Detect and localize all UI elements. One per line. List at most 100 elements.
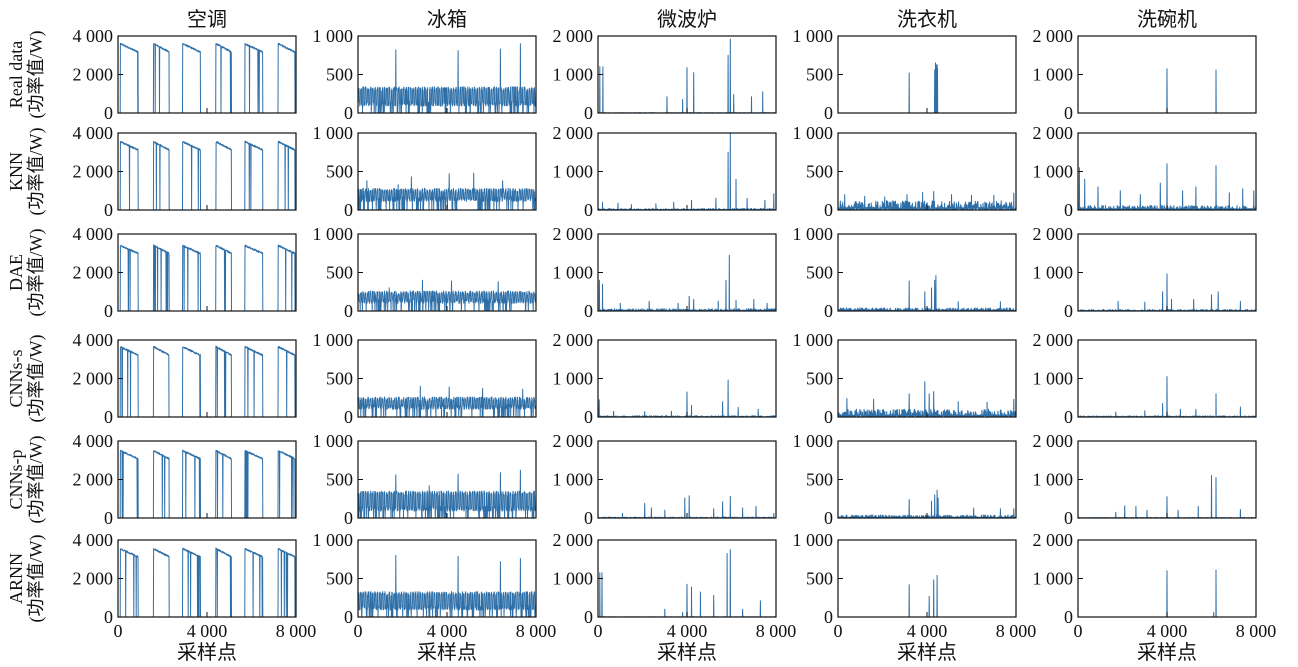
plot-frame bbox=[597, 233, 777, 312]
subplot-ac_arnn: 0 2 000 4 000 0 4 000 8 000 采样点 bbox=[73, 530, 317, 664]
y-tick-label: 500 bbox=[326, 369, 353, 389]
y-tick-label: 500 bbox=[806, 569, 833, 589]
subplot-fridge_dae: 0 500 1 000 bbox=[313, 224, 537, 321]
series-line bbox=[597, 254, 777, 312]
subplot-fridge_arnn: 0 500 1 000 0 4 000 8 000 采样点 bbox=[313, 530, 557, 664]
x-tick-label: 0 bbox=[1074, 621, 1083, 641]
y-tick-label: 4 000 bbox=[73, 530, 114, 550]
plot-frame bbox=[117, 539, 297, 618]
subplot-micro_dae: 0 1 000 2 000 bbox=[553, 224, 777, 321]
subplot-washer_dae: 0 500 1 000 bbox=[793, 224, 1017, 321]
plot-frame bbox=[117, 233, 297, 312]
y-tick-label: 0 bbox=[1064, 103, 1073, 123]
subplot-fridge_knn: 0 500 1 000 bbox=[313, 123, 537, 220]
y-tick-label: 500 bbox=[806, 263, 833, 283]
method-label: CNNs-s bbox=[6, 349, 26, 407]
y-tick-label: 1 000 bbox=[313, 123, 354, 143]
y-tick-label: 4 000 bbox=[73, 224, 114, 244]
y-tick-label: 2 000 bbox=[553, 431, 594, 451]
method-label: DAE bbox=[6, 254, 26, 291]
y-tick-label: 2 000 bbox=[73, 569, 114, 589]
subplot-micro_arnn: 0 1 000 2 000 0 4 000 8 000 采样点 bbox=[553, 530, 797, 664]
x-tick-label: 8 000 bbox=[276, 621, 317, 641]
y-tick-label: 0 bbox=[1064, 301, 1073, 321]
y-tick-label: 500 bbox=[326, 569, 353, 589]
method-label: ARNN bbox=[6, 553, 26, 604]
y-tick-label: 0 bbox=[104, 508, 113, 528]
subplot-dish_knn: 0 1 000 2 000 bbox=[1033, 123, 1257, 220]
subplot-dish_real: 0 1 000 2 000 bbox=[1033, 26, 1257, 123]
series-line bbox=[117, 449, 297, 519]
column-title: 空调 bbox=[187, 8, 227, 31]
ylabel: (功率值/W) bbox=[26, 436, 47, 524]
subplot-fridge_real: 0 500 1 000 bbox=[313, 26, 537, 123]
y-tick-label: 0 bbox=[104, 103, 113, 123]
series-line bbox=[837, 381, 1017, 418]
y-tick-label: 1 000 bbox=[1033, 470, 1074, 490]
plot-frame bbox=[597, 440, 777, 519]
y-tick-label: 2 000 bbox=[1033, 224, 1074, 244]
plot-frame bbox=[837, 339, 1017, 418]
y-tick-label: 500 bbox=[806, 65, 833, 85]
y-tick-label: 1 000 bbox=[793, 26, 834, 46]
subplot-micro_cnns: 0 1 000 2 000 bbox=[553, 330, 777, 427]
y-tick-label: 0 bbox=[344, 301, 353, 321]
y-tick-label: 1 000 bbox=[1033, 263, 1074, 283]
row-label: CNNs-s (功率值/W) bbox=[6, 335, 47, 423]
x-axis-label: 采样点 bbox=[657, 641, 717, 664]
series-line bbox=[1077, 376, 1257, 418]
subplot-ac_cnns: 0 2 000 4 000 bbox=[73, 330, 297, 427]
y-tick-label: 2 000 bbox=[73, 263, 114, 283]
subplot-dish_cnnp: 0 1 000 2 000 bbox=[1033, 431, 1257, 528]
plot-frame bbox=[597, 132, 777, 211]
y-tick-label: 0 bbox=[1064, 200, 1073, 220]
y-tick-label: 2 000 bbox=[553, 26, 594, 46]
series-line bbox=[117, 345, 297, 418]
y-tick-label: 0 bbox=[584, 200, 593, 220]
y-tick-label: 2 000 bbox=[1033, 123, 1074, 143]
method-label: CNNs-p bbox=[6, 449, 26, 509]
y-tick-label: 0 bbox=[104, 607, 113, 627]
series-line bbox=[837, 62, 1017, 114]
y-tick-label: 2 000 bbox=[553, 123, 594, 143]
x-tick-label: 8 000 bbox=[516, 621, 557, 641]
subplot-washer_real: 0 500 1 000 bbox=[793, 26, 1017, 123]
y-tick-label: 1 000 bbox=[1033, 162, 1074, 182]
y-tick-label: 2 000 bbox=[553, 330, 594, 350]
x-tick-label: 0 bbox=[594, 621, 603, 641]
y-tick-label: 0 bbox=[584, 407, 593, 427]
y-tick-label: 0 bbox=[824, 200, 833, 220]
y-tick-label: 1 000 bbox=[313, 224, 354, 244]
series-line bbox=[837, 275, 1017, 312]
subplot-ac_knn: 0 2 000 4 000 bbox=[73, 123, 297, 220]
x-tick-label: 0 bbox=[114, 621, 123, 641]
y-tick-label: 4 000 bbox=[73, 330, 114, 350]
column-title: 洗碗机 bbox=[1137, 8, 1197, 31]
row-label: CNNs-p (功率值/W) bbox=[6, 436, 47, 524]
series-line bbox=[1077, 163, 1257, 211]
y-tick-label: 500 bbox=[326, 470, 353, 490]
y-tick-label: 0 bbox=[344, 103, 353, 123]
y-tick-label: 2 000 bbox=[73, 65, 114, 85]
y-tick-label: 0 bbox=[1064, 607, 1073, 627]
series-line bbox=[117, 244, 297, 312]
subplot-fridge_cnnp: 0 500 1 000 bbox=[313, 431, 537, 528]
plot-frame bbox=[117, 440, 297, 519]
subplot-fridge_cnns: 0 500 1 000 bbox=[313, 330, 537, 427]
subplot-micro_real: 0 1 000 2 000 bbox=[553, 26, 777, 123]
y-tick-label: 0 bbox=[824, 508, 833, 528]
subplot-ac_cnnp: 0 2 000 4 000 bbox=[73, 431, 297, 528]
y-tick-label: 0 bbox=[824, 607, 833, 627]
y-tick-label: 0 bbox=[344, 508, 353, 528]
y-tick-label: 4 000 bbox=[73, 431, 114, 451]
y-tick-label: 0 bbox=[104, 301, 113, 321]
y-tick-label: 1 000 bbox=[313, 330, 354, 350]
plot-frame bbox=[837, 35, 1017, 114]
x-axis-label: 采样点 bbox=[177, 641, 237, 664]
y-tick-label: 500 bbox=[806, 470, 833, 490]
series-line bbox=[357, 469, 537, 519]
y-tick-label: 2 000 bbox=[1033, 330, 1074, 350]
subplot-micro_cnnp: 0 1 000 2 000 bbox=[553, 431, 777, 528]
row-label: DAE (功率值/W) bbox=[6, 229, 47, 317]
